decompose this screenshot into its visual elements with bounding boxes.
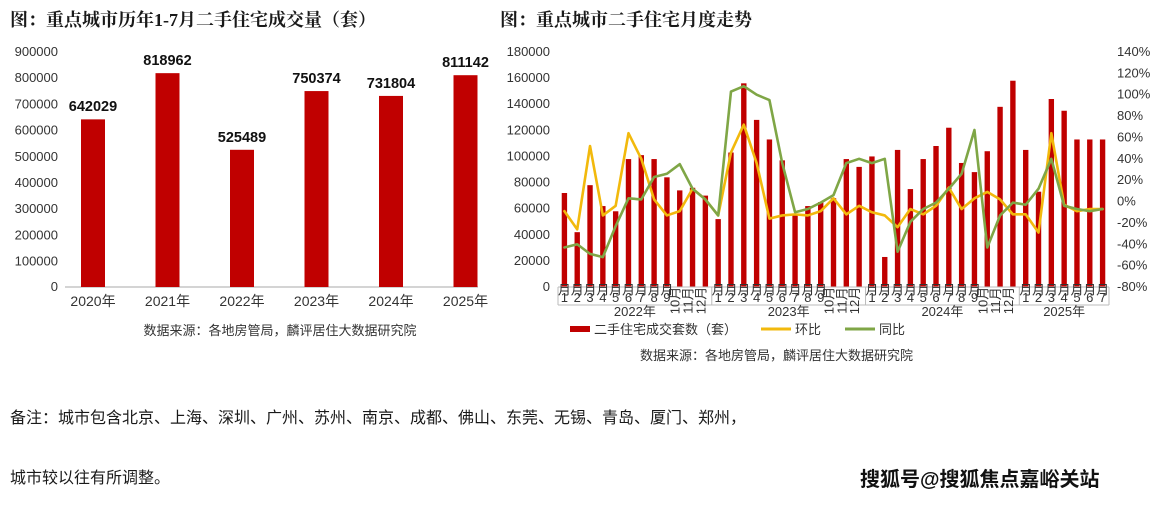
svg-text:数据来源：各地房管局，麟评居住大数据研究院: 数据来源：各地房管局，麟评居住大数据研究院 (143, 323, 416, 338)
svg-text:12月: 12月 (1001, 287, 1016, 314)
svg-text:1: 1 (715, 290, 722, 305)
svg-text:5: 5 (920, 290, 927, 305)
svg-text:5: 5 (766, 290, 773, 305)
svg-text:2023年: 2023年 (294, 293, 339, 309)
svg-text:-20%: -20% (1117, 215, 1148, 230)
svg-text:140000: 140000 (507, 96, 550, 111)
svg-text:140%: 140% (1117, 44, 1151, 59)
svg-text:100000: 100000 (507, 148, 550, 163)
svg-text:12月: 12月 (693, 287, 708, 314)
svg-text:2022年: 2022年 (614, 304, 656, 319)
svg-text:2023年: 2023年 (768, 304, 810, 319)
svg-text:800000: 800000 (15, 70, 58, 85)
svg-text:40000: 40000 (514, 227, 550, 242)
svg-text:3: 3 (586, 290, 593, 305)
svg-text:2025年: 2025年 (1043, 304, 1085, 319)
svg-text:750374: 750374 (292, 71, 340, 87)
svg-text:4: 4 (599, 290, 606, 305)
svg-text:7: 7 (638, 290, 645, 305)
svg-text:6: 6 (1086, 290, 1093, 305)
svg-text:5: 5 (1073, 290, 1080, 305)
svg-text:4: 4 (753, 290, 760, 305)
svg-text:6: 6 (779, 290, 786, 305)
svg-text:300000: 300000 (15, 201, 58, 216)
svg-text:-40%: -40% (1117, 236, 1148, 251)
svg-text:0: 0 (51, 279, 58, 294)
svg-text:0: 0 (543, 279, 550, 294)
svg-text:7: 7 (791, 290, 798, 305)
svg-text:2021年: 2021年 (145, 293, 190, 309)
svg-text:60000: 60000 (514, 201, 550, 216)
svg-text:600000: 600000 (15, 123, 58, 138)
svg-text:818962: 818962 (143, 53, 191, 69)
svg-text:100000: 100000 (15, 254, 58, 269)
svg-text:1: 1 (868, 290, 875, 305)
svg-text:2020年: 2020年 (70, 293, 115, 309)
svg-text:40%: 40% (1117, 151, 1143, 166)
svg-text:2022年: 2022年 (219, 293, 264, 309)
svg-text:525489: 525489 (218, 130, 266, 146)
svg-text:500000: 500000 (15, 149, 58, 164)
svg-text:642029: 642029 (69, 99, 117, 115)
svg-text:400000: 400000 (15, 175, 58, 190)
svg-text:12月: 12月 (847, 287, 862, 314)
svg-text:2: 2 (881, 290, 888, 305)
svg-text:3: 3 (1048, 290, 1055, 305)
svg-text:2: 2 (1035, 290, 1042, 305)
svg-text:100%: 100% (1117, 87, 1151, 102)
svg-text:4: 4 (907, 290, 914, 305)
svg-text:6: 6 (932, 290, 939, 305)
svg-text:4: 4 (1061, 290, 1068, 305)
svg-text:160000: 160000 (507, 70, 550, 85)
svg-text:-60%: -60% (1117, 258, 1148, 273)
svg-text:-80%: -80% (1117, 279, 1148, 294)
svg-text:180000: 180000 (507, 44, 550, 59)
svg-text:2024年: 2024年 (368, 293, 413, 309)
svg-text:3: 3 (894, 290, 901, 305)
svg-text:731804: 731804 (367, 76, 415, 92)
svg-text:6: 6 (625, 290, 632, 305)
svg-text:1: 1 (561, 290, 568, 305)
svg-text:900000: 900000 (15, 44, 58, 59)
svg-text:120000: 120000 (507, 122, 550, 137)
svg-text:60%: 60% (1117, 129, 1143, 144)
svg-text:3: 3 (740, 290, 747, 305)
svg-text:5: 5 (612, 290, 619, 305)
svg-text:2025年: 2025年 (443, 293, 488, 309)
svg-text:7: 7 (1099, 290, 1106, 305)
svg-text:2024年: 2024年 (921, 304, 963, 319)
svg-text:2: 2 (574, 290, 581, 305)
svg-text:200000: 200000 (15, 227, 58, 242)
svg-text:0%: 0% (1117, 194, 1136, 209)
svg-text:7: 7 (945, 290, 952, 305)
svg-text:8: 8 (958, 290, 965, 305)
svg-text:811142: 811142 (442, 55, 489, 71)
svg-text:80%: 80% (1117, 108, 1143, 123)
svg-text:20%: 20% (1117, 172, 1143, 187)
svg-text:8: 8 (650, 290, 657, 305)
svg-text:2: 2 (727, 290, 734, 305)
svg-text:8: 8 (804, 290, 811, 305)
svg-text:80000: 80000 (514, 175, 550, 190)
svg-text:700000: 700000 (15, 96, 58, 111)
svg-text:20000: 20000 (514, 253, 550, 268)
svg-text:1: 1 (1022, 290, 1029, 305)
svg-text:120%: 120% (1117, 65, 1151, 80)
